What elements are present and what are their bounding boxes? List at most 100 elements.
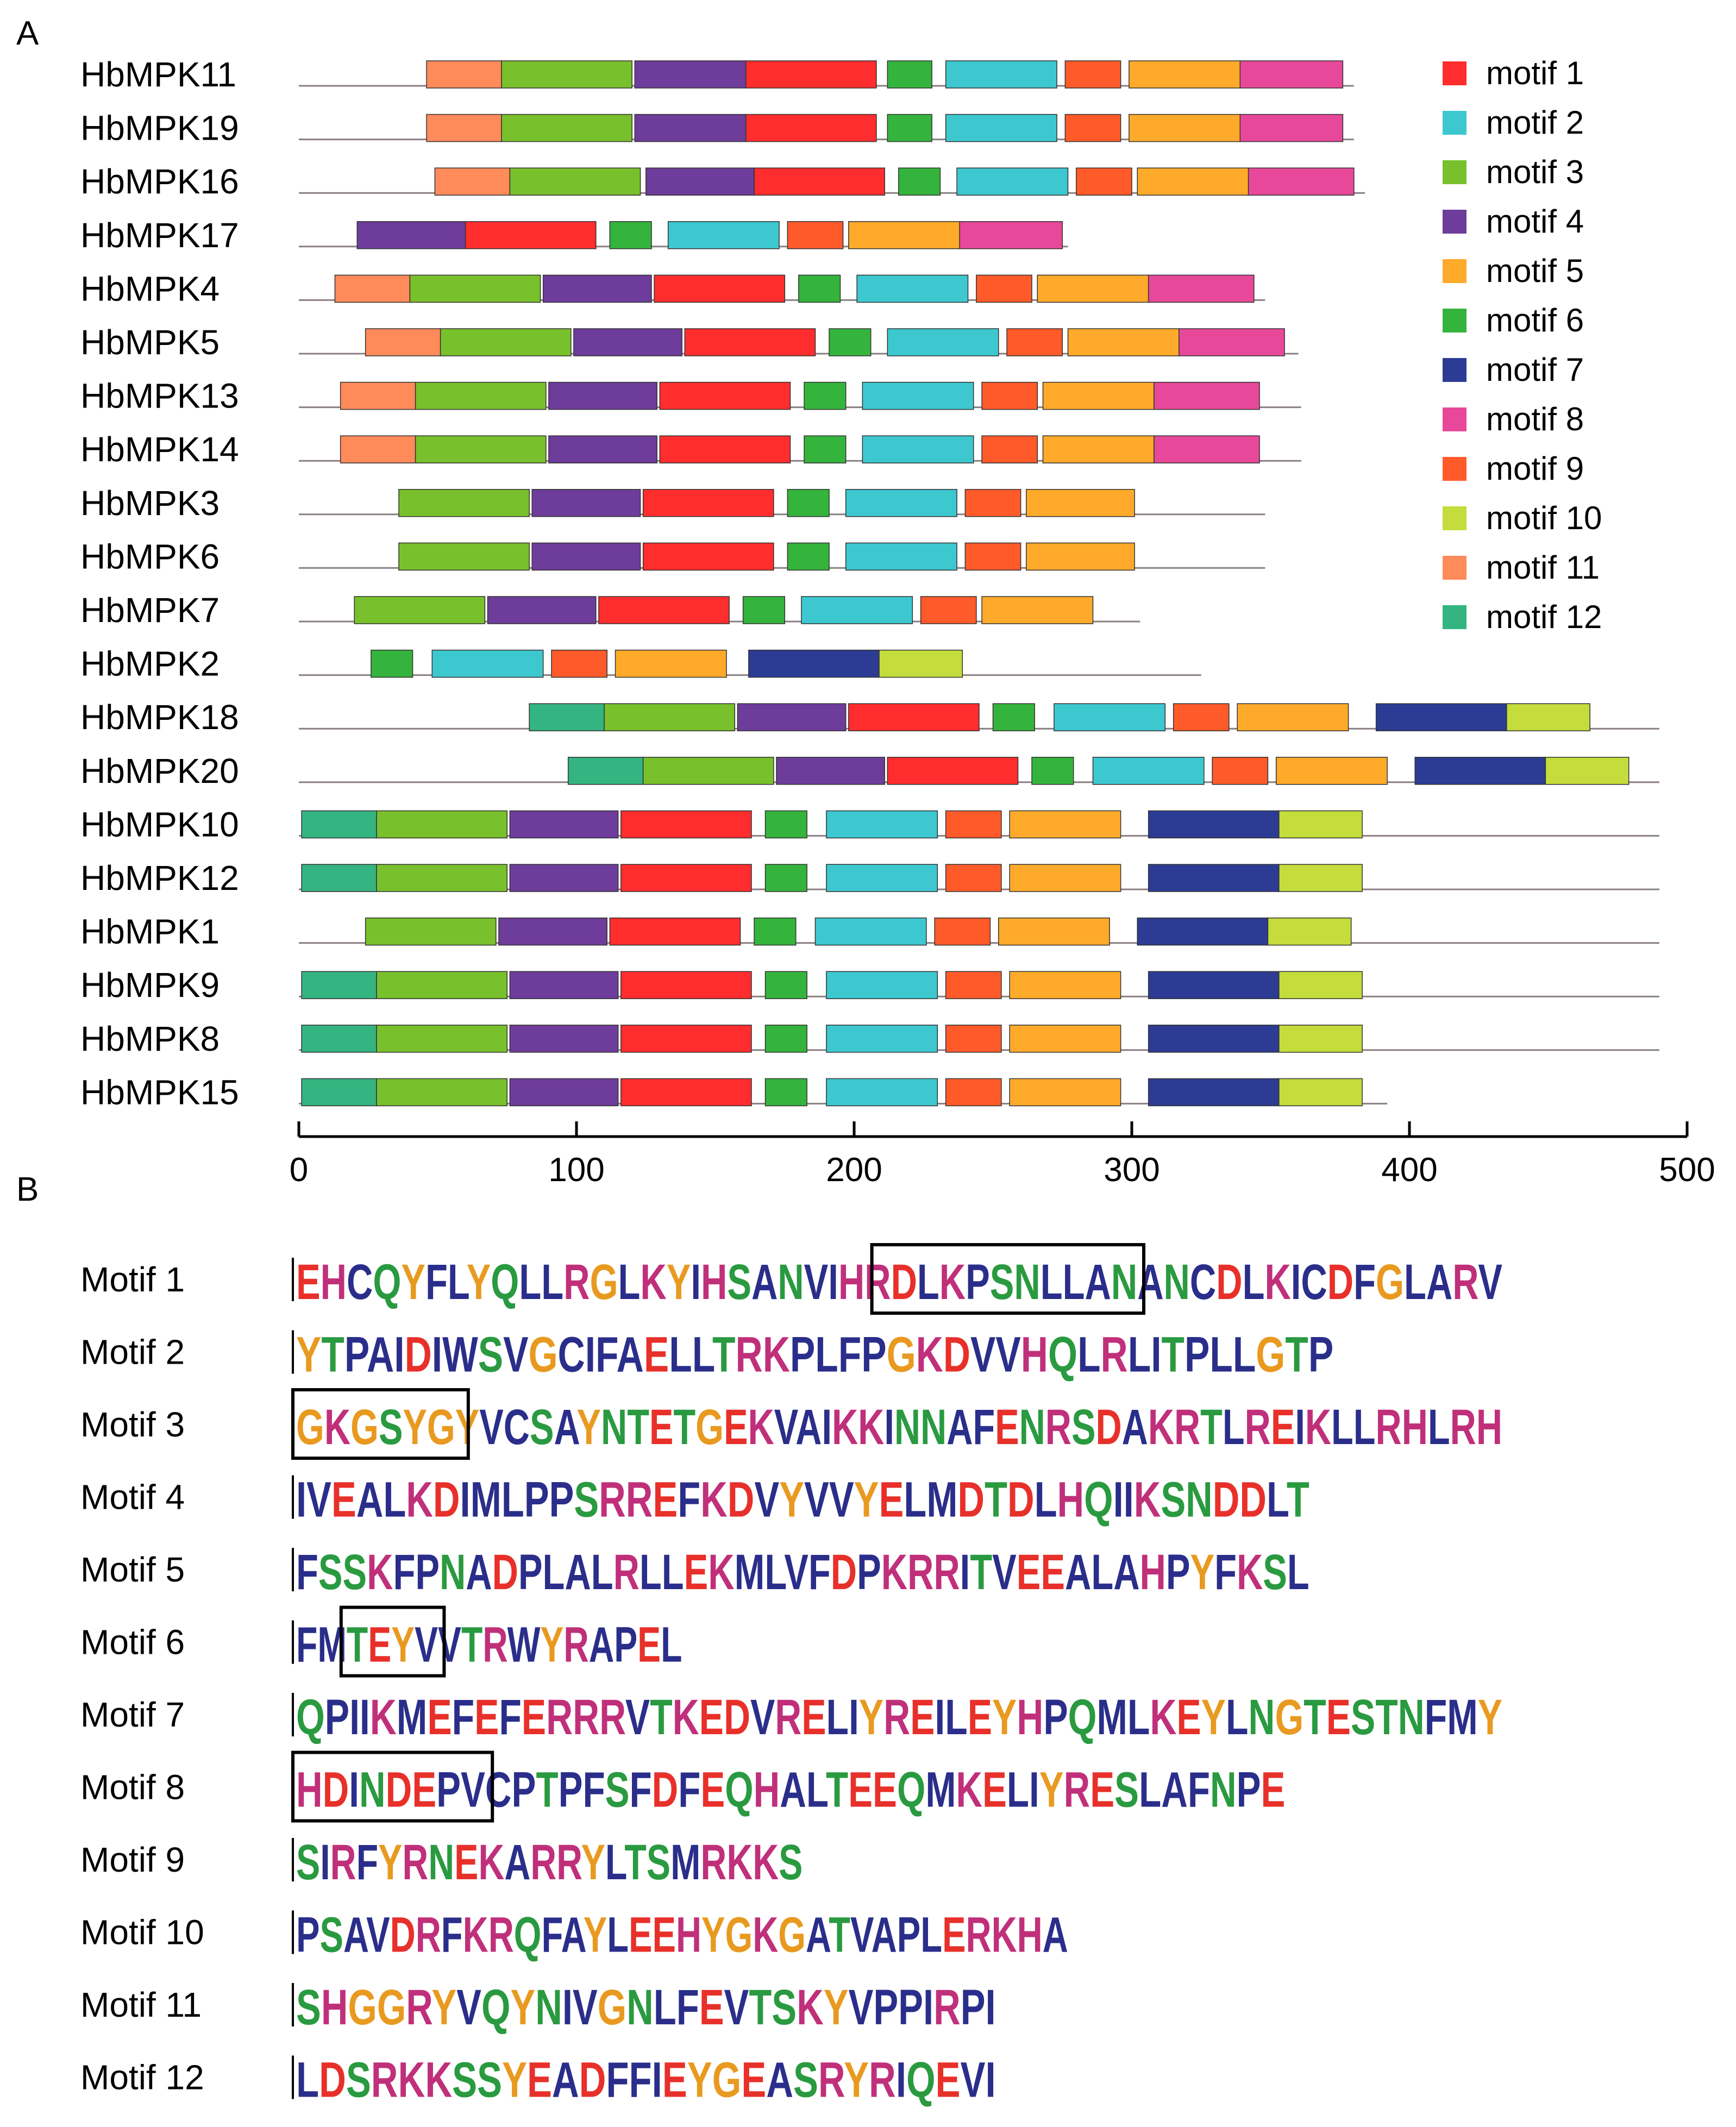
motif-1-block xyxy=(598,596,730,624)
protein-name: HbMPK4 xyxy=(80,269,220,308)
motif-6-block xyxy=(887,114,932,142)
motif-7-block xyxy=(1375,703,1507,731)
motif-1-block xyxy=(465,221,597,249)
motif-9-block xyxy=(945,1025,1002,1053)
motif-2-block xyxy=(431,649,544,678)
motif-12-block xyxy=(301,864,377,892)
legend-item: motif 2 xyxy=(1443,104,1584,141)
protein-name: HbMPK20 xyxy=(80,751,239,790)
motif-10-block xyxy=(1279,971,1363,999)
motif-8-block xyxy=(959,221,1063,249)
legend-label: motif 2 xyxy=(1486,104,1584,141)
motif-12-block xyxy=(301,971,377,999)
logo-label: Motif 1 xyxy=(80,1260,185,1299)
motif-10-block xyxy=(1545,757,1630,785)
motif-4-block xyxy=(531,489,641,517)
motif-6-block xyxy=(787,542,830,571)
motif-9-block xyxy=(945,864,1002,892)
sequence-logo-row: Motif 5 FSSKFPNADPLALRLLEKMLVFDPKRRITVEEA… xyxy=(80,1545,1309,1600)
motif-12-block xyxy=(301,810,377,839)
legend-label: motif 5 xyxy=(1486,253,1584,289)
motif-2-block xyxy=(826,810,938,839)
motif-1-block xyxy=(659,435,791,463)
motif-9-block xyxy=(1064,114,1121,142)
legend-swatch xyxy=(1443,407,1466,431)
motif-6-block xyxy=(754,917,797,946)
sequence-logo-row: Motif 4 IVEALKDIMLPPSRREFKDVYVVYELMDTDLHQ… xyxy=(80,1472,1309,1528)
sequence-logo-row: Motif 10 PSAVDRFKRQFAYLEEHYGKGATVAPLERKHA xyxy=(80,1908,1068,1963)
motif-5-block xyxy=(998,917,1110,946)
motif-2-block xyxy=(1092,757,1205,785)
protein-row: HbMPK9 xyxy=(80,965,1659,1005)
motif-3-block xyxy=(365,917,497,946)
legend-swatch xyxy=(1443,457,1466,481)
motif-8-block xyxy=(1248,167,1355,196)
conserved-region-box xyxy=(291,1750,494,1823)
motif-1-block xyxy=(754,167,885,196)
logo-sequence: SHGGRYVQYNIVGNLFEVTSKYVPPIRPI xyxy=(296,1980,996,2035)
logo-label: Motif 9 xyxy=(80,1840,185,1879)
motif-8-block xyxy=(1239,114,1344,142)
motif-4-block xyxy=(498,917,607,946)
motif-5-block xyxy=(848,221,960,249)
motif-11-block xyxy=(426,114,502,142)
motif-1-block xyxy=(848,703,980,731)
motif-4-block xyxy=(645,167,755,196)
sequence-logo-panel: Motif 1 EHCQYFLYQLLRGLKYIHSANVIHRDLKPSNLL… xyxy=(80,1243,1502,2108)
legend-label: motif 10 xyxy=(1486,500,1602,536)
logo-sequence: HDINDEPVCPTPFSFDFEQHALTEEQMKELIYRESLAFNP… xyxy=(296,1762,1285,1818)
motif-6-block xyxy=(1031,757,1074,785)
legend-swatch xyxy=(1443,309,1466,332)
motif-3-block xyxy=(509,167,641,196)
motif-9-block xyxy=(964,489,1021,517)
motif-11-block xyxy=(340,381,416,410)
legend-swatch xyxy=(1443,605,1466,629)
protein-row: HbMPK17 xyxy=(80,216,1068,255)
motif-6-block xyxy=(764,810,807,839)
motif-6-block xyxy=(609,221,652,249)
motif-1-block xyxy=(745,114,877,142)
panel-b-label: B xyxy=(16,1171,39,1208)
motif-5-block xyxy=(1275,757,1388,785)
axis-tick-label: 400 xyxy=(1381,1151,1437,1189)
motif-4-block xyxy=(776,757,885,785)
motif-3-block xyxy=(376,864,508,892)
motif-9-block xyxy=(964,542,1021,571)
motif-4-block xyxy=(634,60,747,89)
logo-label: Motif 5 xyxy=(80,1550,185,1589)
protein-name: HbMPK6 xyxy=(80,537,220,576)
motif-11-block xyxy=(334,274,411,303)
motif-3-block xyxy=(398,489,530,517)
motif-1-block xyxy=(659,381,791,410)
motif-9-block xyxy=(945,1078,1002,1107)
logo-label: Motif 7 xyxy=(80,1695,185,1734)
protein-name: HbMPK5 xyxy=(80,323,220,362)
protein-name: HbMPK9 xyxy=(80,965,220,1005)
motif-4-block xyxy=(548,381,657,410)
motif-1-block xyxy=(745,60,877,89)
logo-label: Motif 10 xyxy=(80,1913,204,1952)
legend-item: motif 5 xyxy=(1443,253,1584,289)
motif-5-block xyxy=(1009,1025,1121,1053)
sequence-logo-row: Motif 12 LDSRKKSSYEADFFIEYGEASRYRIQEVI xyxy=(80,2053,996,2108)
legend-item: motif 10 xyxy=(1443,500,1602,536)
motif-2-block xyxy=(826,864,938,892)
motif-8-block xyxy=(1154,381,1260,410)
motif-9-block xyxy=(787,221,844,249)
protein-row: HbMPK12 xyxy=(80,858,1659,898)
panel-a-label: A xyxy=(16,15,39,52)
legend-item: motif 12 xyxy=(1443,599,1602,635)
motif-9-block xyxy=(1173,703,1230,731)
legend-item: motif 7 xyxy=(1443,352,1584,388)
protein-row: HbMPK10 xyxy=(80,805,1659,844)
motif-6-block xyxy=(887,60,932,89)
motif-6-block xyxy=(764,864,807,892)
motif-2-block xyxy=(826,1078,938,1107)
axis-tick-label: 100 xyxy=(548,1151,604,1189)
motif-10-block xyxy=(1279,1025,1363,1053)
logo-label: Motif 12 xyxy=(80,2058,204,2097)
motif-9-block xyxy=(1006,328,1063,356)
motif-2-block xyxy=(887,328,999,356)
legend-label: motif 4 xyxy=(1486,203,1584,240)
motif-3-block xyxy=(501,114,632,142)
